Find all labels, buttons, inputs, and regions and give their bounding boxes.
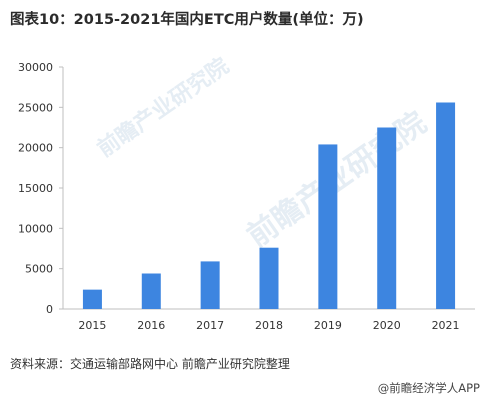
x-tick-label: 2021 — [432, 319, 460, 332]
y-tick-label: 25000 — [18, 101, 53, 114]
bar — [259, 247, 279, 309]
bar — [318, 144, 338, 309]
source-note: 资料来源：交通运输部路网中心 前瞻产业研究院整理 — [10, 357, 290, 371]
x-tick-label: 2019 — [314, 319, 342, 332]
y-tick-label: 10000 — [18, 222, 53, 235]
x-tick-label: 2015 — [78, 319, 106, 332]
bar — [200, 261, 220, 309]
x-tick-label: 2020 — [373, 319, 401, 332]
brand-label: @前瞻经济学人APP — [377, 381, 480, 395]
chart-title: 图表10：2015-2021年国内ETC用户数量(单位：万) — [10, 12, 364, 28]
y-tick-label: 20000 — [18, 142, 53, 155]
bar — [436, 102, 456, 309]
x-tick-label: 2017 — [196, 319, 224, 332]
bar — [377, 127, 397, 309]
x-tick-label: 2016 — [137, 319, 165, 332]
bar — [82, 289, 102, 309]
y-tick-label: 15000 — [18, 182, 53, 195]
y-tick-label: 30000 — [18, 61, 53, 74]
y-tick-label: 0 — [46, 303, 53, 316]
bar — [141, 273, 161, 309]
y-tick-label: 5000 — [25, 263, 53, 276]
x-tick-label: 2018 — [255, 319, 283, 332]
